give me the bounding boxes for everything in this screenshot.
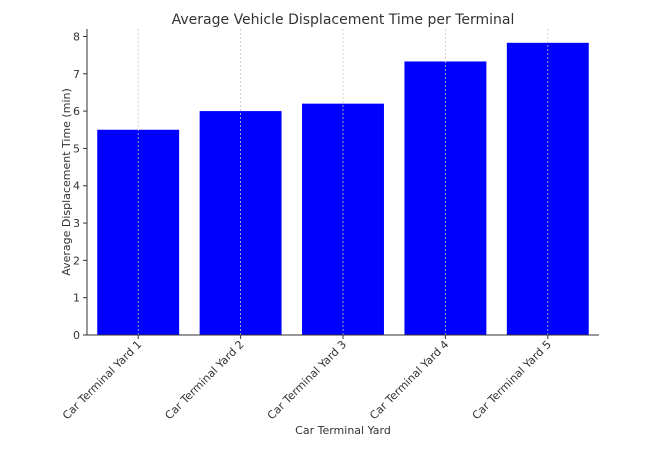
y-tick-label: 5 [73,142,80,155]
y-tick-label: 3 [73,217,80,230]
y-tick-label: 7 [73,68,80,81]
x-tick-label: Car Terminal Yard 1 [60,338,144,422]
bar-1 [97,129,180,335]
x-tick-label: Car Terminal Yard 3 [265,338,349,422]
grid-layer [137,29,549,335]
y-tick-label: 4 [73,180,80,193]
x-tick-label: Car Terminal Yard 2 [162,338,246,422]
y-tick-label: 2 [73,254,80,267]
y-tick-label: 1 [73,292,80,305]
y-tick-label: 0 [73,329,80,342]
chart-title: Average Vehicle Displacement Time per Te… [172,12,515,28]
x-axis-label: Car Terminal Yard [295,424,391,437]
x-tick-label: Car Terminal Yard 5 [470,338,554,422]
x-tick-label: Car Terminal Yard 4 [367,338,451,422]
y-tick-label: 8 [73,30,80,43]
y-tick-label: 6 [73,105,80,118]
y-axis-label: Average Displacement Time (min) [60,88,73,276]
